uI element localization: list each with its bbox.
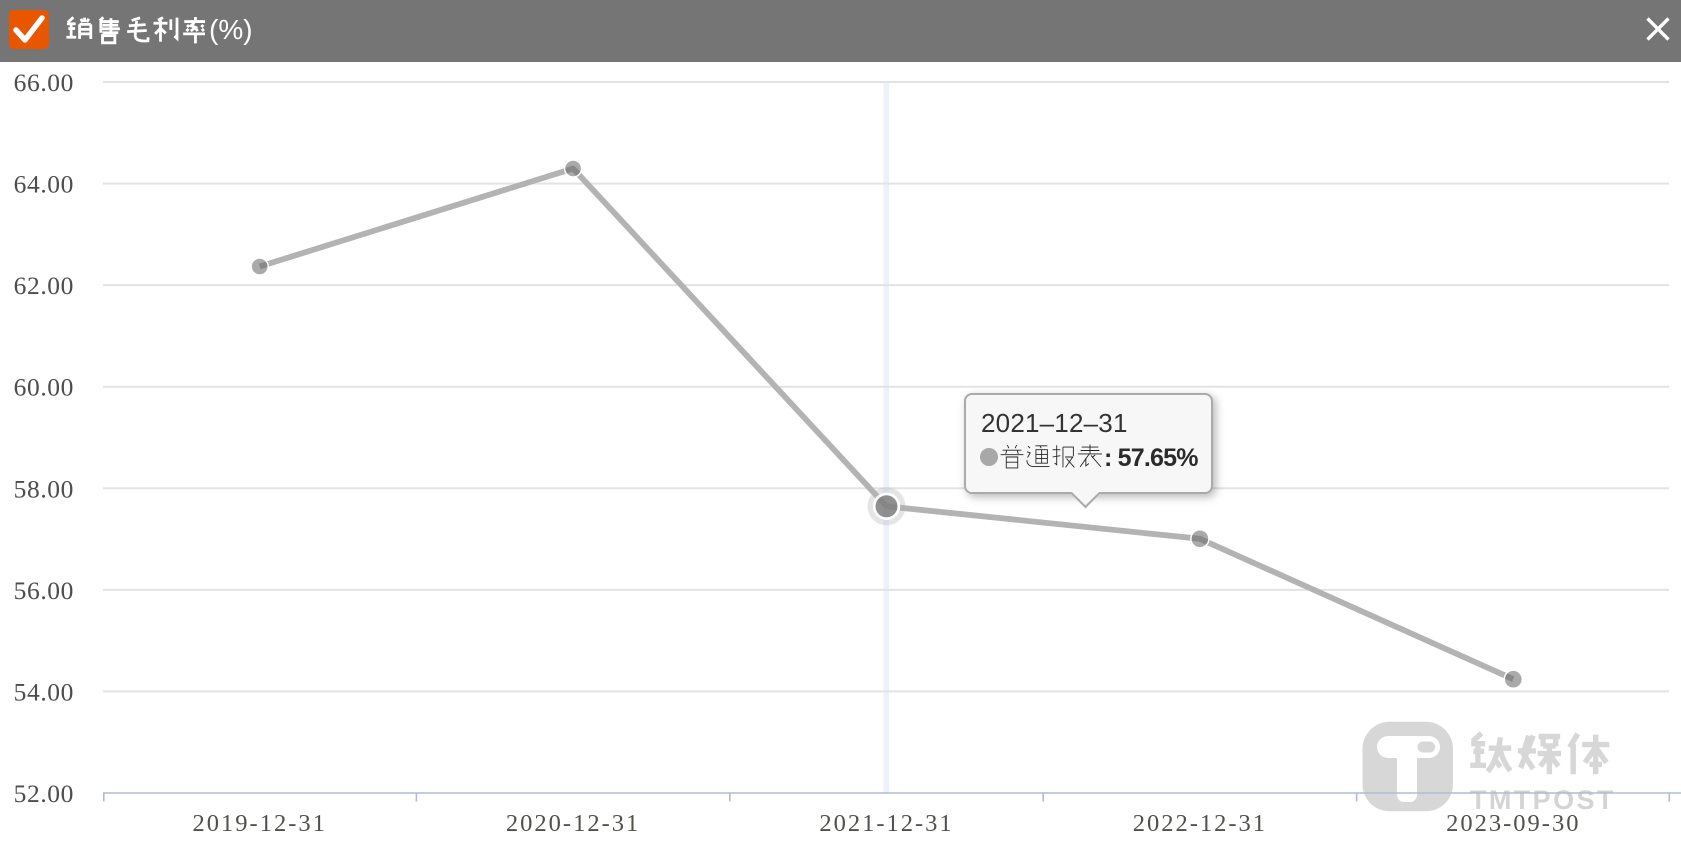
- svg-text:64.00: 64.00: [14, 170, 74, 199]
- svg-text:TMTPOST: TMTPOST: [1470, 785, 1616, 815]
- svg-text:2020-12-31: 2020-12-31: [506, 810, 640, 837]
- svg-text:2019-12-31: 2019-12-31: [193, 810, 327, 837]
- svg-text:2021-12-31: 2021-12-31: [819, 810, 953, 837]
- svg-text:2023-09-30: 2023-09-30: [1446, 810, 1580, 837]
- svg-text:60.00: 60.00: [14, 373, 74, 402]
- svg-text:: 57.65%: : 57.65%: [1104, 444, 1198, 472]
- svg-text:62.00: 62.00: [14, 271, 74, 300]
- svg-text:58.00: 58.00: [14, 474, 74, 503]
- svg-text:54.00: 54.00: [14, 677, 74, 706]
- svg-text:56.00: 56.00: [14, 576, 74, 605]
- svg-text:66.00: 66.00: [14, 68, 74, 97]
- svg-text:2022-12-31: 2022-12-31: [1133, 810, 1267, 837]
- svg-text:52.00: 52.00: [14, 779, 74, 808]
